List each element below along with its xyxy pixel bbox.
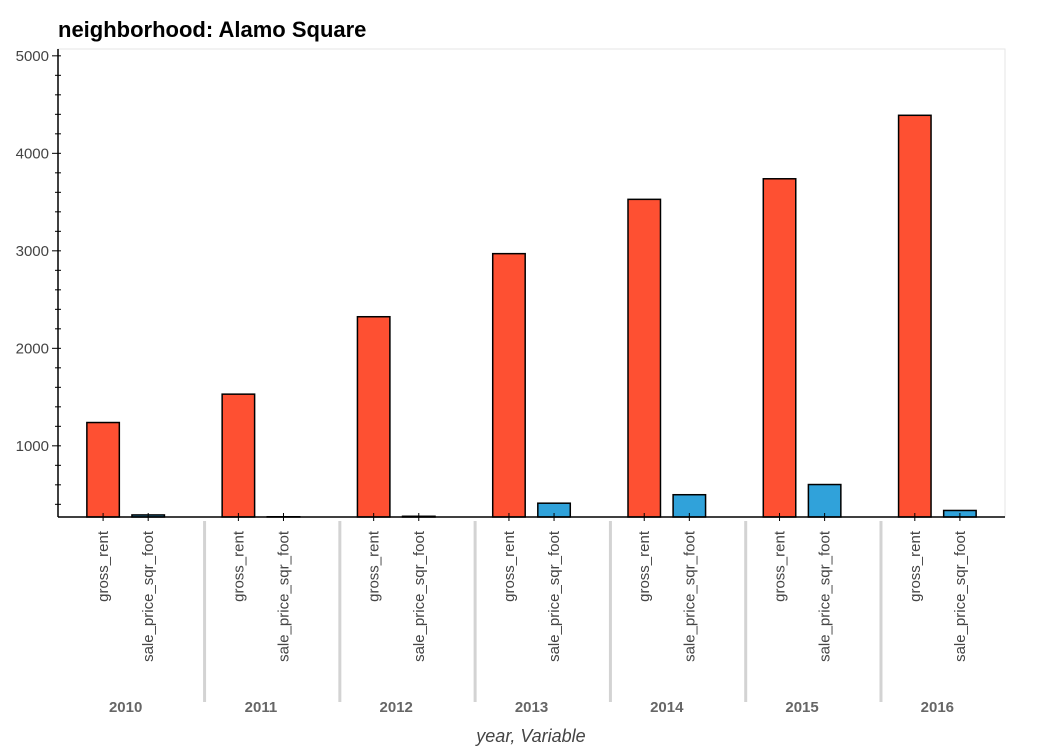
- bar-gross-rent-2011: [221, 393, 256, 518]
- bar-gross-rent-2013: [491, 252, 526, 518]
- x-category-label: gross_rent: [907, 530, 924, 602]
- x-category-label: sale_price_sqr_foot: [546, 530, 563, 662]
- x-group-label: 2012: [380, 699, 413, 716]
- x-category-label: sale_price_sqr_foot: [681, 530, 698, 662]
- x-category-label: gross_rent: [772, 530, 789, 602]
- y-tick-label: 5000: [16, 48, 49, 65]
- bar-gross-rent-2012: [356, 315, 391, 518]
- x-category-label: sale_price_sqr_foot: [952, 530, 969, 662]
- bar-gross-rent-2015: [762, 178, 797, 518]
- y-tick-label: 3000: [16, 243, 49, 260]
- chart-title: neighborhood: Alamo Square: [58, 17, 366, 42]
- x-category-label: sale_price_sqr_foot: [411, 530, 428, 662]
- x-category-label: gross_rent: [636, 530, 653, 602]
- bar-gross-rent-2014: [627, 198, 662, 518]
- x-category-label: gross_rent: [230, 530, 247, 602]
- x-category-label: gross_rent: [366, 530, 383, 602]
- x-group-label: 2010: [109, 699, 142, 716]
- x-axis-title: year, Variable: [474, 726, 585, 746]
- x-category-label: gross_rent: [501, 530, 518, 602]
- y-tick-label: 2000: [16, 340, 49, 357]
- x-category-label: sale_price_sqr_foot: [140, 530, 157, 662]
- bar-gross-rent-2010: [86, 421, 121, 518]
- y-tick-label: 1000: [16, 438, 49, 455]
- plot-frame: [57, 48, 1006, 518]
- x-group-label: 2015: [785, 699, 818, 716]
- x-group-label: 2013: [515, 699, 548, 716]
- x-category-label: sale_price_sqr_foot: [275, 530, 292, 662]
- bar-sale-price-sqr-foot-2015: [807, 483, 842, 518]
- x-group-label: 2016: [921, 699, 954, 716]
- x-group-label: 2011: [245, 699, 278, 716]
- x-category-label: sale_price_sqr_foot: [817, 530, 834, 662]
- x-group-label: 2014: [650, 699, 684, 716]
- y-tick-label: 4000: [16, 145, 49, 162]
- bar-gross-rent-2016: [897, 114, 932, 518]
- x-category-label: gross_rent: [95, 530, 112, 602]
